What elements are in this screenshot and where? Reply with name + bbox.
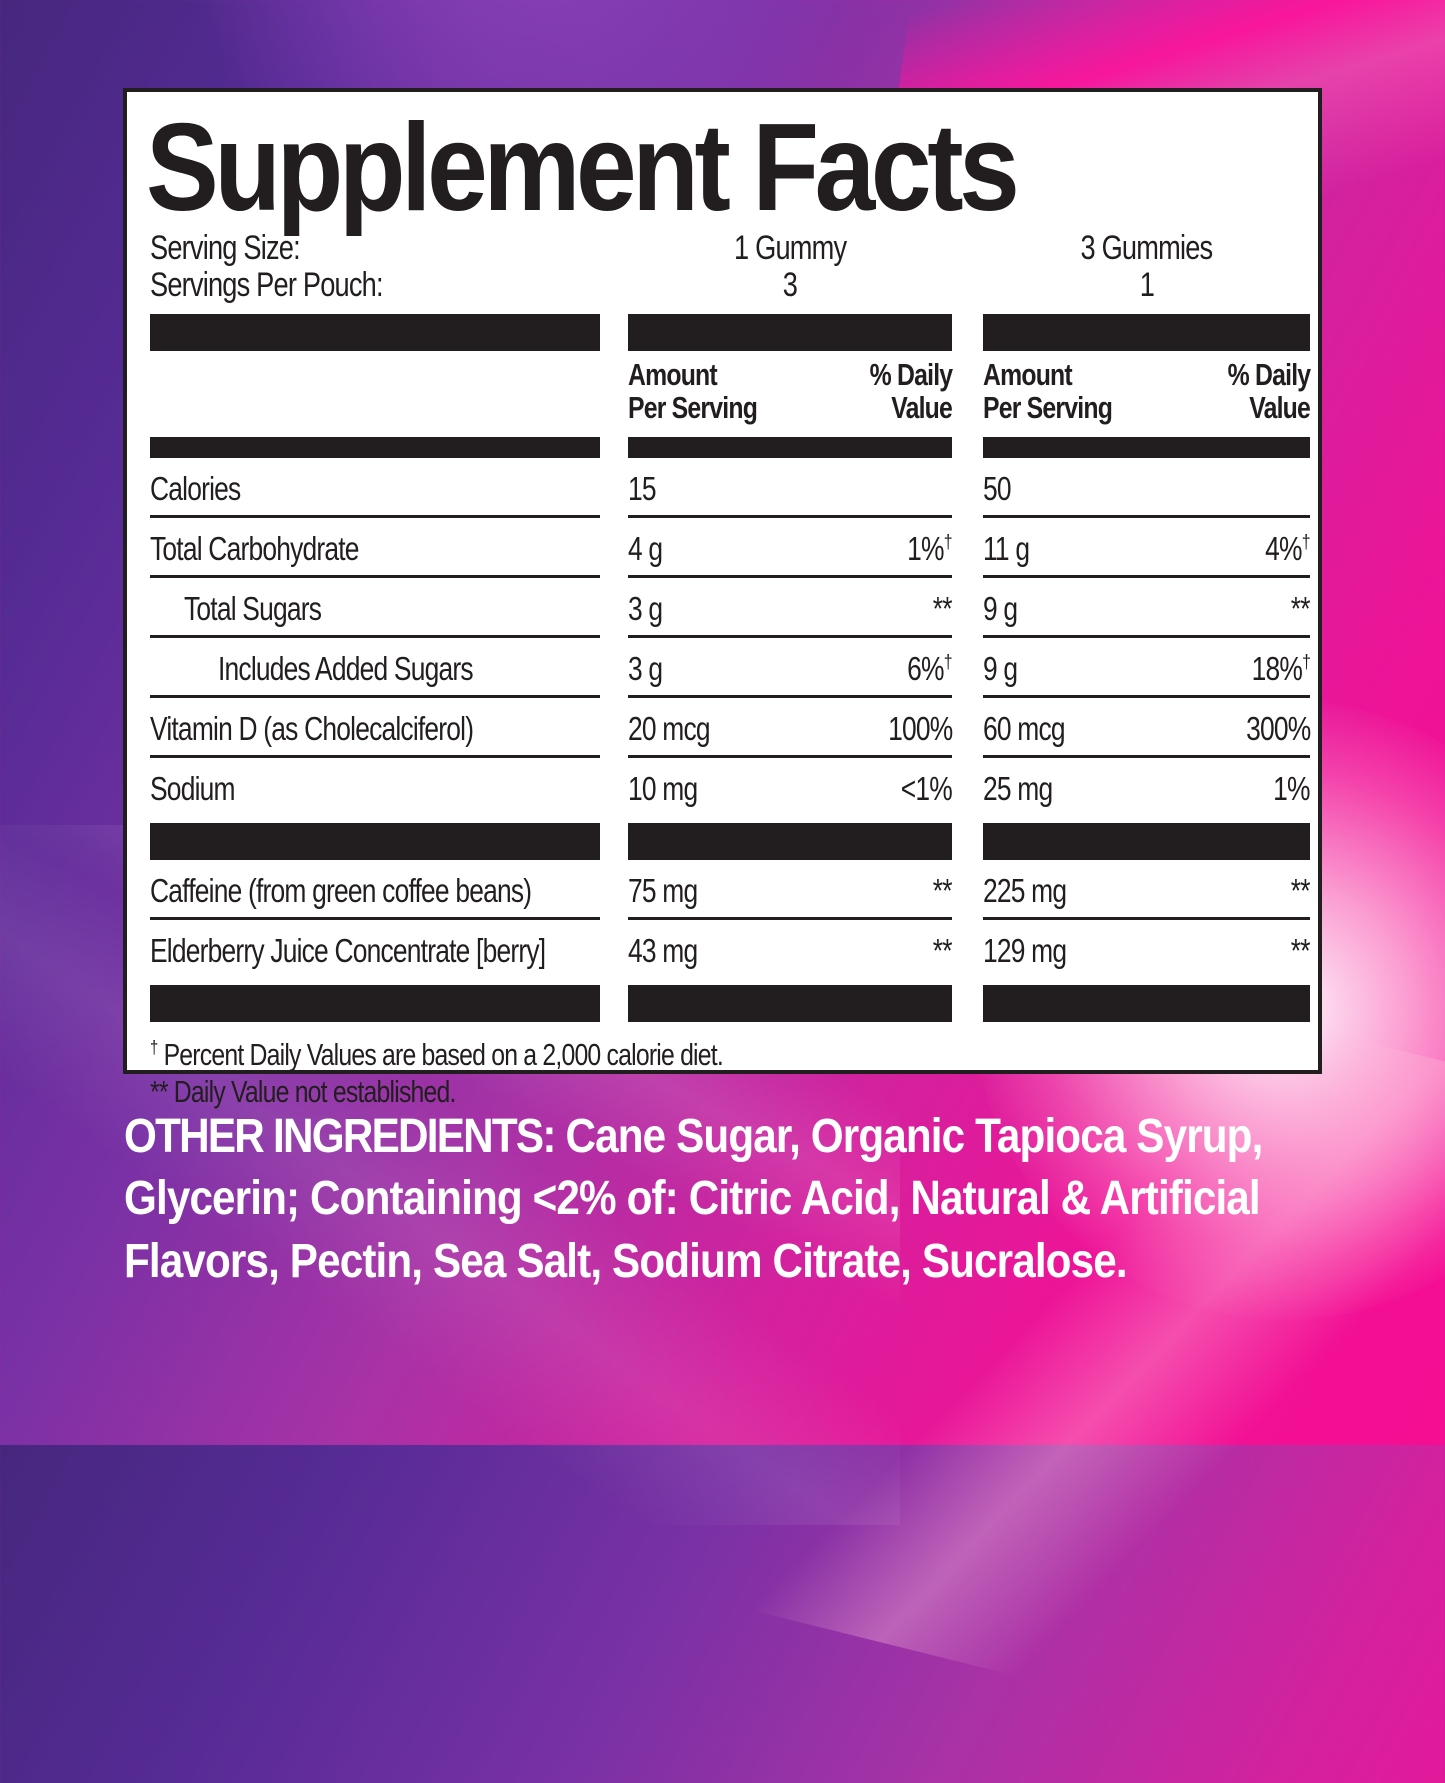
row-col2-amount: 9 g <box>983 589 1018 627</box>
row-col1-dv: ** <box>933 589 953 627</box>
row-col1-dv: 6%† <box>907 649 952 687</box>
row-col1-amount: 3 g <box>628 589 663 627</box>
separator-bar <box>150 822 600 860</box>
separator-bars-thin <box>150 436 1310 458</box>
row-col1-dv: ** <box>933 931 953 969</box>
other-ingredients-heading: OTHER INGREDIENTS: <box>124 1110 556 1163</box>
separator-bar <box>150 984 600 1022</box>
row-label: Calories <box>150 469 241 507</box>
separator-bar <box>628 314 952 352</box>
col1-amount-header-line2: Per Serving <box>628 390 758 425</box>
row-label: Total Carbohydrate <box>150 529 359 567</box>
col2-header: Amount Per Serving % Daily Value <box>983 357 1311 425</box>
row-col2-dv: ** <box>1291 589 1311 627</box>
separator-bar <box>628 984 952 1022</box>
footnotes: † Percent Daily Values are based on a 2,… <box>150 1036 1310 1110</box>
row-label: Sodium <box>150 769 236 807</box>
panel-title: Supplement Facts <box>146 99 1020 237</box>
nutrient-row-vitamin-d: Vitamin D (as Cholecalciferol) 20 mcg 100… <box>150 698 1311 758</box>
row-col2-dv: 1% <box>1273 769 1310 807</box>
row-col2-amount: 50 <box>983 469 1012 507</box>
serving-col2-values: 3 Gummies 1 <box>983 228 1310 305</box>
row-col1-amount: 75 mg <box>628 871 698 909</box>
col1-amount-header: Amount <box>628 357 718 393</box>
separator-bar-thin <box>150 436 600 458</box>
row-col1-amount: 3 g <box>628 649 663 687</box>
row-col2-amount: 60 mcg <box>983 709 1066 747</box>
row-label: Elderberry Juice Concentrate [berry] <box>150 931 546 969</box>
row-col2-dv: 18%† <box>1251 649 1311 687</box>
serving-size-label: Serving Size: <box>150 228 301 267</box>
column-headers: Amount Per Serving % Daily Value Amount … <box>150 351 1311 430</box>
col2-serving-size: 3 Gummies <box>1080 228 1214 267</box>
row-col1-dv: 100% <box>887 709 953 747</box>
col2-dv-header: % Daily <box>1227 357 1310 393</box>
col2-servings-count: 1 <box>1139 266 1154 305</box>
row-col1-amount: 43 mg <box>628 931 698 969</box>
serving-col1-values: 1 Gummy 3 <box>628 228 952 305</box>
footnote-daily-value: † Percent Daily Values are based on a 2,… <box>150 1036 724 1072</box>
row-label: Includes Added Sugars <box>218 649 474 687</box>
nutrient-row-added-sugars: Includes Added Sugars 3 g 6%† 9 g 18%† <box>150 638 1311 698</box>
row-col2-amount: 11 g <box>983 529 1030 567</box>
row-col2-amount: 25 mg <box>983 769 1053 807</box>
separator-bar <box>628 822 952 860</box>
col1-dv-header-line2: Value <box>891 390 953 425</box>
separator-bar <box>983 984 1310 1022</box>
col1-header: Amount Per Serving % Daily Value <box>628 357 953 425</box>
other-ingredients-line1: OTHER INGREDIENTS: Cane Sugar, Organic T… <box>124 1110 1263 1163</box>
separator-bars-top <box>150 314 1310 352</box>
separator-bar-thin <box>628 436 952 458</box>
separator-bar <box>983 314 1310 352</box>
other-ingredients-line2: Glycerin; Containing <2% of: Citric Acid… <box>124 1172 1261 1226</box>
row-col1-dv: <1% <box>900 769 953 807</box>
separator-bar-thin <box>983 436 1310 458</box>
row-col1-amount: 15 <box>628 469 657 507</box>
row-label: Caffeine (from green coffee beans) <box>150 871 532 909</box>
row-col1-amount: 10 mg <box>628 769 698 807</box>
supplement-facts-panel: Supplement Facts Serving Size: Servings … <box>123 88 1322 1109</box>
row-col1-amount: 20 mcg <box>628 709 711 747</box>
row-col1-dv: ** <box>933 871 953 909</box>
serving-info: Serving Size: Servings Per Pouch: 1 Gumm… <box>150 228 1310 305</box>
col1-serving-size: 1 Gummy <box>733 228 847 267</box>
separator-bar <box>983 822 1310 860</box>
other-ingredients-line3: Flavors, Pectin, Sea Salt, Sodium Citrat… <box>124 1234 1128 1288</box>
row-col2-amount: 129 mg <box>983 931 1067 969</box>
other-ingredients: OTHER INGREDIENTS: Cane Sugar, Organic T… <box>124 1106 1418 1293</box>
nutrient-row-total-sugars: Total Sugars 3 g ** 9 g ** <box>150 578 1311 638</box>
separator-bars-middle <box>150 822 1310 860</box>
col2-dv-header-line2: Value <box>1249 390 1311 425</box>
row-col2-dv: ** <box>1291 871 1311 909</box>
row-col2-dv: 300% <box>1245 709 1311 747</box>
row-col1-dv: 1%† <box>907 529 952 567</box>
col1-dv-header: % Daily <box>869 357 952 393</box>
row-col2-dv: ** <box>1291 931 1311 969</box>
nutrient-row-calories: Calories 15 50 <box>150 458 1310 518</box>
nutrient-row-caffeine: Caffeine (from green coffee beans) 75 mg… <box>150 860 1311 920</box>
separator-bar <box>150 314 600 352</box>
nutrient-row-elderberry: Elderberry Juice Concentrate [berry] 43 … <box>150 920 1311 977</box>
nutrient-row-total-carbohydrate: Total Carbohydrate 4 g 1%† 11 g 4%† <box>150 518 1311 578</box>
row-col2-amount: 225 mg <box>983 871 1067 909</box>
servings-per-pouch-label: Servings Per Pouch: <box>150 266 384 305</box>
col2-amount-header-line2: Per Serving <box>983 390 1113 425</box>
row-label: Vitamin D (as Cholecalciferol) <box>150 709 474 747</box>
footnote-not-established: ** Daily Value not established. <box>150 1073 456 1109</box>
row-col2-amount: 9 g <box>983 649 1018 687</box>
serving-labels: Serving Size: Servings Per Pouch: <box>150 228 600 305</box>
nutrient-row-sodium: Sodium 10 mg <1% 25 mg 1% <box>150 758 1311 815</box>
row-col2-dv: 4%† <box>1265 529 1310 567</box>
col2-amount-header: Amount <box>983 357 1073 393</box>
row-label: Total Sugars <box>184 589 322 627</box>
separator-bars-bottom <box>150 984 1310 1022</box>
row-col1-amount: 4 g <box>628 529 663 567</box>
col1-servings-count: 3 <box>782 266 798 305</box>
